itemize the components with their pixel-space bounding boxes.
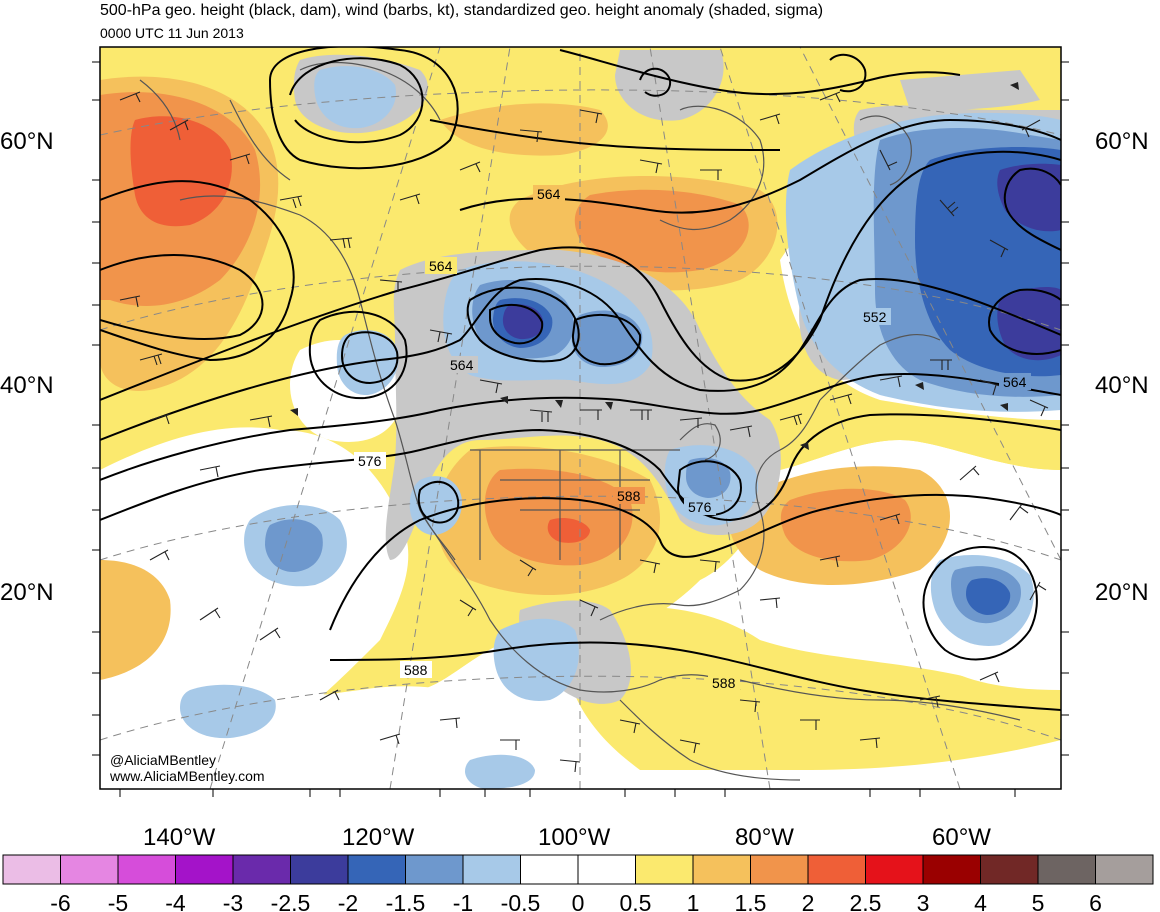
- contour-label: 564: [537, 186, 561, 202]
- colorbar-swatch: [1095, 854, 1154, 885]
- map-area: 564 564 564 552 564 576 588 576 588 588: [100, 47, 1061, 789]
- colorbar-tick-label: 0: [572, 890, 585, 912]
- lon-label: 140°W: [143, 824, 216, 851]
- contour-label: 564: [429, 258, 453, 274]
- lat-label-right: 40°N: [1095, 372, 1149, 399]
- colorbar-swatch: [807, 854, 866, 885]
- lat-label-left: 20°N: [0, 579, 54, 606]
- lat-label-left: 60°N: [0, 128, 54, 155]
- colorbar-swatch: [175, 854, 234, 885]
- contour-label: 564: [450, 357, 474, 373]
- contour-label: 552: [863, 309, 887, 325]
- anomaly-shading: [100, 47, 1061, 789]
- colorbar-swatch: [692, 854, 751, 885]
- colorbar-swatch: [750, 854, 809, 885]
- map-frame: [99, 46, 1062, 790]
- graticule: [100, 47, 1061, 789]
- colorbar-tick-label: 0.5: [620, 890, 652, 912]
- contour-label: 576: [688, 499, 712, 515]
- colorbar-tick-label: 6: [1089, 890, 1102, 912]
- frame-ticks: [92, 61, 1069, 797]
- lon-label: 60°W: [932, 824, 991, 851]
- colorbar-swatch: [635, 854, 694, 885]
- lat-label-left: 40°N: [0, 372, 54, 399]
- colorbar-tick-label: -6: [50, 890, 70, 912]
- lon-label: 120°W: [342, 824, 415, 851]
- colorbar-tick-label: 2: [802, 890, 815, 912]
- contour-label: 588: [712, 675, 736, 691]
- colorbar-swatch: [1037, 854, 1096, 885]
- wind-pennants: [290, 82, 1019, 450]
- colorbar-swatch: [60, 854, 119, 885]
- colorbar-tick-label: 4: [974, 890, 987, 912]
- colorbar-tick-label: -2.5: [271, 890, 311, 912]
- lon-label: 80°W: [735, 824, 794, 851]
- lat-label-right: 20°N: [1095, 579, 1149, 606]
- contour-label: 588: [617, 488, 641, 504]
- credit-website: www.AliciaMBentley.com: [110, 768, 265, 784]
- colorbar-swatch: [290, 854, 349, 885]
- colorbar-tick-label: 1: [687, 890, 700, 912]
- colorbar-tick-label: -1.5: [386, 890, 426, 912]
- colorbar-swatch: [232, 854, 291, 885]
- colorbar-tick-label: 2.5: [850, 890, 882, 912]
- wind-barbs: [119, 91, 1049, 773]
- contour-labels: 564 564 564 552 564 576 588 576 588 588: [354, 185, 1031, 691]
- colorbar-tick-label: 5: [1032, 890, 1045, 912]
- colorbar-swatch: [117, 854, 176, 885]
- colorbar-swatch: [520, 854, 579, 885]
- credit-handle: @AliciaMBentley: [110, 752, 217, 768]
- lon-label: 100°W: [538, 824, 611, 851]
- colorbar-tick-label: -5: [108, 890, 128, 912]
- colorbar-tick-label: 3: [917, 890, 930, 912]
- colorbar-tick-label: -1: [453, 890, 473, 912]
- lat-label-right: 60°N: [1095, 128, 1149, 155]
- colorbar-swatch: [347, 854, 406, 885]
- colorbar-swatch: [980, 854, 1039, 885]
- contour-label: 576: [358, 453, 382, 469]
- latitude-labels: 60°N 40°N 20°N 60°N 40°N 20°N: [0, 128, 1149, 606]
- colorbar-tick-label: -0.5: [501, 890, 541, 912]
- colorbar-swatch: [865, 854, 924, 885]
- contour-label: 564: [1003, 374, 1027, 390]
- longitude-labels: 140°W 120°W 100°W 80°W 60°W: [143, 824, 991, 851]
- colorbar-swatch: [922, 854, 981, 885]
- contour-label: 588: [404, 662, 428, 678]
- colorbar-swatch: [405, 854, 464, 885]
- coastlines: [139, 61, 1021, 781]
- colorbar-tick-label: 1.5: [735, 890, 767, 912]
- colorbar-tick-label: -4: [165, 890, 186, 912]
- colorbar-swatch: [2, 854, 61, 885]
- map-title: 500-hPa geo. height (black, dam), wind (…: [100, 2, 824, 19]
- height-contours: [100, 47, 1061, 711]
- colorbar-swatch: [462, 854, 521, 885]
- colorbar-tick-label: -2: [338, 890, 358, 912]
- colorbar: -6 -5 -4 -3 -2.5 -2 -1.5 -1 -0.5 0 0.5 1 1.5 2 2.5 3 4 5 6: [2, 854, 1154, 912]
- map-subtitle: 0000 UTC 11 Jun 2013: [100, 25, 244, 41]
- colorbar-swatch: [577, 854, 636, 885]
- colorbar-tick-label: -3: [223, 890, 243, 912]
